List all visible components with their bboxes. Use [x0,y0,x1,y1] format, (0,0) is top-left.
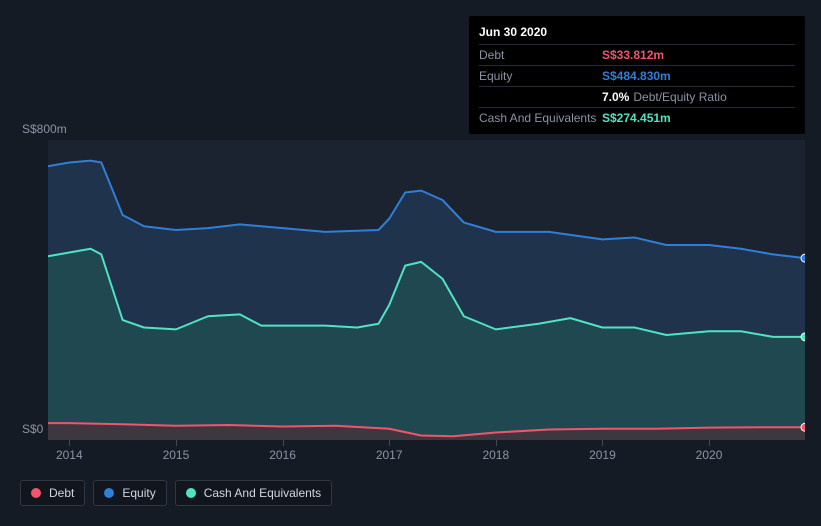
tooltip-value: S$484.830m [602,68,671,84]
tooltip-value: S$33.812m [602,47,664,63]
x-tick [283,440,284,446]
area-chart [48,140,805,440]
x-axis-label: 2015 [163,448,190,462]
tooltip-label [479,89,602,105]
y-axis-label-max: S$800m [22,122,67,136]
tooltip-row: Cash And Equivalents S$274.451m [479,107,795,128]
legend-swatch [104,488,114,498]
tooltip-row: Equity S$484.830m [479,65,795,86]
tooltip-label: Equity [479,68,602,84]
x-axis-label: 2016 [269,448,296,462]
x-tick [389,440,390,446]
x-axis-label: 2014 [56,448,83,462]
x-tick [176,440,177,446]
chart-tooltip: Jun 30 2020 Debt S$33.812m Equity S$484.… [469,16,805,134]
ratio-label: Debt/Equity Ratio [633,90,726,104]
x-axis-label: 2020 [696,448,723,462]
y-axis-label-min: S$0 [22,422,43,436]
tooltip-date: Jun 30 2020 [479,22,795,44]
ratio-pct: 7.0% [602,90,629,104]
x-axis: 2014 2015 2016 2017 2018 2019 2020 [48,448,805,462]
x-tick [602,440,603,446]
x-axis-label: 2019 [589,448,616,462]
legend-item-equity[interactable]: Equity [93,480,166,506]
legend-item-debt[interactable]: Debt [20,480,85,506]
legend-label: Debt [49,486,74,500]
legend-label: Equity [122,486,155,500]
x-axis-label: 2018 [482,448,509,462]
tooltip-label: Cash And Equivalents [479,110,602,126]
chart-svg [48,140,805,440]
x-tick [496,440,497,446]
legend-item-cash[interactable]: Cash And Equivalents [175,480,332,506]
legend-swatch [186,488,196,498]
legend-swatch [31,488,41,498]
tooltip-row: 7.0% Debt/Equity Ratio [479,86,795,107]
x-tick [709,440,710,446]
tooltip-value: S$274.451m [602,110,671,126]
x-axis-label: 2017 [376,448,403,462]
chart-legend: Debt Equity Cash And Equivalents [20,480,332,506]
legend-label: Cash And Equivalents [204,486,321,500]
tooltip-ratio: 7.0% Debt/Equity Ratio [602,89,727,105]
tooltip-label: Debt [479,47,602,63]
tooltip-row: Debt S$33.812m [479,44,795,65]
x-tick [69,440,70,446]
